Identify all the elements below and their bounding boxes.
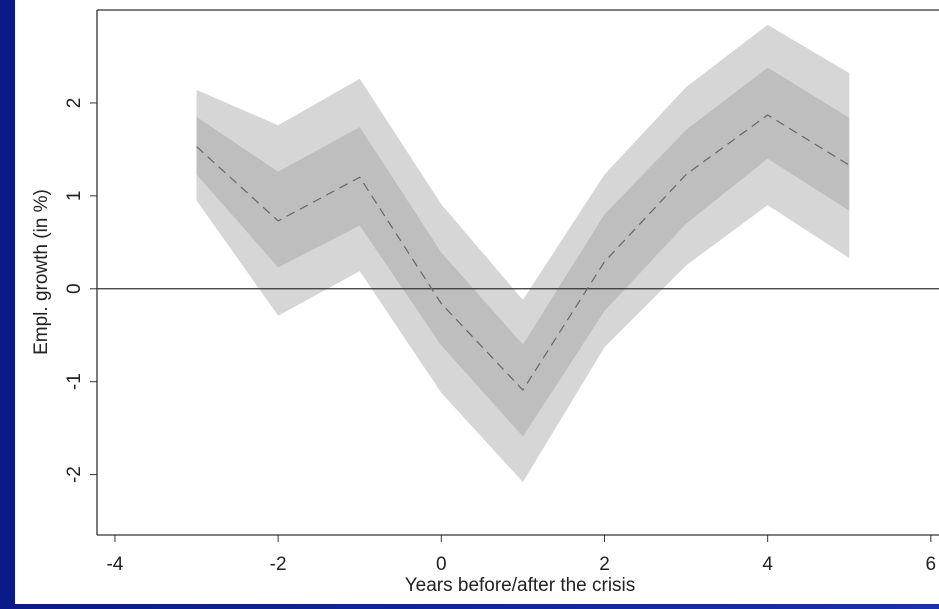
x-tick-label: -2 xyxy=(270,554,287,575)
plot-area: -4 -2 0 2 4 6 -2 -1 0 1 2 xyxy=(64,9,939,575)
x-tick-label: 2 xyxy=(599,554,610,575)
y-tick-label: -2 xyxy=(64,466,85,483)
y-tick-label: 2 xyxy=(64,98,85,109)
x-tick-label: 4 xyxy=(762,554,773,575)
y-axis-title: Empl. growth (in %) xyxy=(31,189,52,355)
x-tick-label: 6 xyxy=(926,554,937,575)
confidence-band xyxy=(196,67,850,437)
y-tick-label: 1 xyxy=(64,191,85,202)
x-axis-title: Years before/after the crisis xyxy=(405,575,636,596)
line xyxy=(196,114,850,392)
y-tick-label: -1 xyxy=(64,373,85,390)
y-tick-label: 0 xyxy=(64,283,85,294)
x-tick-label: 0 xyxy=(436,554,447,575)
x-tick-label: -4 xyxy=(106,554,123,575)
